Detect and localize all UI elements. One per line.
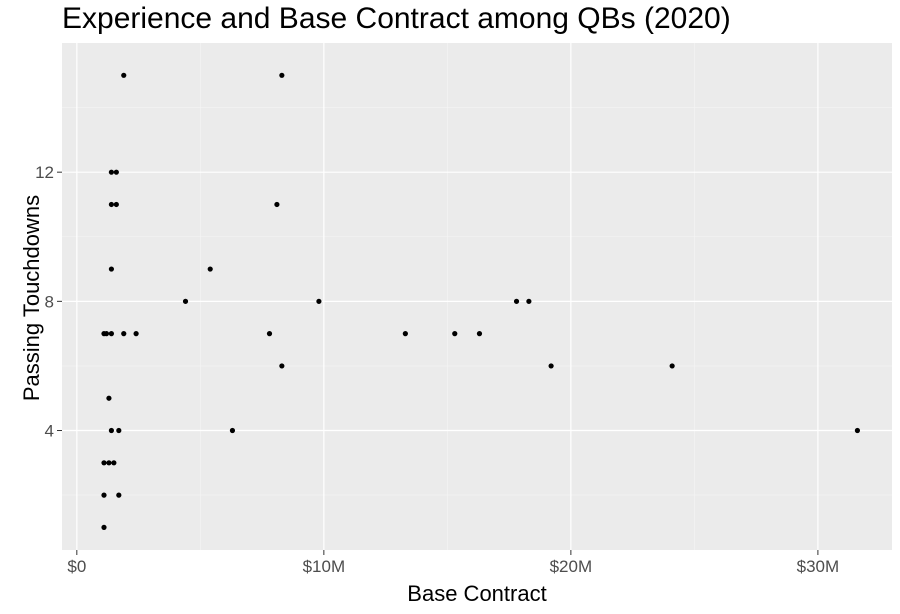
data-point: [106, 395, 112, 401]
data-point: [111, 460, 117, 466]
data-point: [108, 169, 115, 175]
data-point: [113, 169, 119, 175]
data-point: [108, 266, 115, 272]
data-point: [229, 427, 236, 434]
data-point: [108, 201, 115, 208]
data-point: [108, 331, 115, 337]
data-point: [182, 298, 189, 304]
data-point: [101, 492, 107, 498]
data-point: [121, 72, 127, 78]
data-point: [121, 331, 127, 337]
data-point: [116, 492, 122, 498]
data-point: [274, 201, 280, 208]
data-point: [854, 427, 861, 434]
data-point: [548, 363, 554, 369]
data-point: [279, 72, 285, 78]
chart-title: Experience and Base Contract among QBs (…: [62, 2, 731, 35]
data-point: [402, 331, 408, 337]
y-tick-label: 12: [35, 163, 54, 182]
data-point: [133, 331, 139, 337]
x-axis-label: Base Contract: [407, 581, 547, 606]
data-point: [316, 298, 322, 304]
x-tick-label: $10M: [303, 557, 346, 576]
data-point: [113, 201, 119, 208]
data-point: [106, 460, 112, 466]
data-point: [526, 298, 532, 304]
data-point: [266, 331, 273, 337]
data-point: [669, 363, 675, 369]
data-point: [101, 524, 107, 530]
data-point: [108, 427, 115, 434]
data-point: [207, 266, 213, 272]
plot-panel: [62, 43, 892, 550]
x-tick-label: $30M: [797, 557, 840, 576]
data-point: [452, 331, 458, 337]
x-tick-label: $20M: [550, 557, 593, 576]
data-point: [116, 427, 122, 434]
y-tick-label: 8: [45, 292, 54, 311]
data-point: [513, 298, 520, 304]
data-point: [103, 331, 110, 337]
data-point: [279, 363, 285, 369]
x-tick-label: $0: [67, 557, 86, 576]
data-point: [476, 331, 483, 337]
data-point: [101, 460, 107, 466]
y-tick-label: 4: [45, 422, 54, 441]
